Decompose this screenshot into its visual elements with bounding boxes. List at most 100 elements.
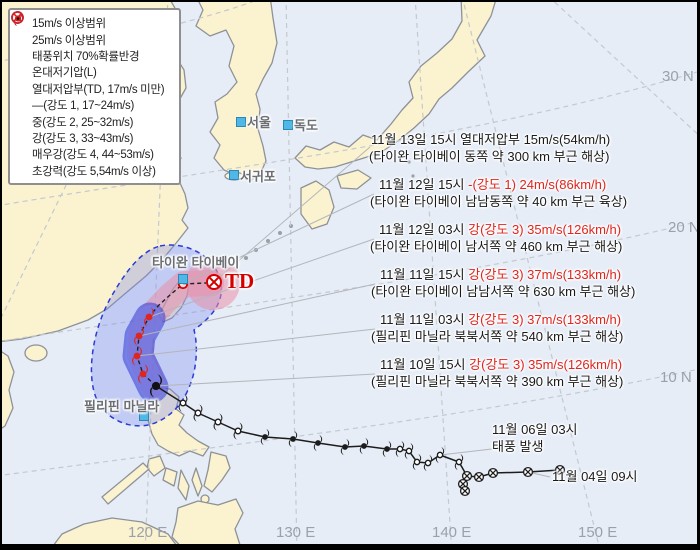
leader-lines [136, 146, 551, 478]
forecast-status: 열대저압부 15m/s(54km/h) [460, 132, 611, 147]
forecast-status: 강(강도 3) 35m/s(126km/h) [468, 222, 622, 237]
cat3-icon [14, 11, 32, 146]
frame-border [697, 0, 700, 550]
legend-item-label: 온대저기압(L) [32, 67, 97, 80]
cebu-island [191, 467, 203, 497]
legend-item: —(강도 1, 17~24m/s) [13, 10, 175, 113]
genesis-annotation: 11월 06일 03시 태풍 발생 [492, 421, 578, 455]
cat5-icon [14, 11, 32, 179]
lon-120e-label: 120 E [128, 524, 168, 541]
forecast-status: 강(강도 3) 35m/s(126km/h) [469, 357, 623, 372]
forecast-time: 11월 10일 15시 [380, 357, 466, 372]
samar-island [203, 451, 231, 493]
mindanao-island [171, 498, 244, 550]
legend-item-label: —(강도 1, 17~24m/s) [32, 100, 135, 113]
forecast-annotation: 11월 11일 03시 강(강도 3) 37m/s(133km/h) (필리핀 … [371, 311, 623, 345]
dokdo-label: 독도 [294, 118, 318, 133]
shikoku-island [336, 169, 372, 190]
legend-item: 매우강(강도 4, 44~53m/s) [14, 11, 175, 162]
korea-peninsula [195, 0, 278, 182]
forecast-annotation: 11월 12일 15시 -(강도 1) 24m/s(86km/h) (타이완 타… [370, 176, 627, 210]
legend-item-label: 중(강도 2, 25~32m/s) [32, 116, 134, 129]
kyushu-island [300, 180, 335, 230]
td-marker [206, 274, 222, 290]
vietnam-coast [0, 349, 15, 431]
seoul-label: 서울 [247, 115, 271, 130]
taipei-marker [178, 274, 188, 284]
forecast-time: 11월 13일 15시 [371, 132, 457, 147]
legend-item-label: 매우강(강도 4, 44~53m/s) [32, 149, 154, 162]
legend-item-label: 초강력(강도 5,54m/s 이상) [32, 165, 156, 178]
td-icon [11, 11, 32, 97]
frame-border [0, 0, 2, 550]
lat-20n-label: 20 N [668, 219, 700, 236]
panay-island [162, 467, 178, 487]
forecast-annotation: 11월 12일 03시 강(강도 3) 35m/s(126km/h) (타이완 … [370, 221, 622, 255]
forecast-location: (타이완 타이베이 동쪽 약 300 km 부근 해상) [369, 149, 610, 164]
forecast-location: (필리핀 마닐라 북북서쪽 약 390 km 부근 해상) [371, 374, 624, 389]
lat-30n-label: 30 N [662, 68, 694, 85]
legend-item: 열대저압부(TD, 17m/s 미만) [11, 11, 175, 97]
forecast-annotation: 11월 10일 15시 강(강도 3) 35m/s(126km/h) (필리핀 … [371, 356, 623, 390]
core-25ms [122, 302, 169, 403]
taipei-label: 타이완 타이베이 [152, 255, 240, 270]
track-start-time: 11월 04일 09시 [552, 469, 638, 484]
forecast-location: (타이완 타이베이 남서쪽 약 460 km 부근 해상) [370, 239, 623, 254]
past-track [155, 385, 566, 497]
legend-item-label: 15m/s 이상범위 [32, 18, 106, 31]
forecast-time: 11월 12일 15시 [379, 177, 465, 192]
forecast-annotation: 11월 13일 15시 열대저압부 15m/s(54km/h) (타이완 타이베… [369, 131, 610, 165]
cat4-icon [14, 11, 32, 162]
forecast-location: (필리핀 마닐라 북북서쪽 약 540 km 부근 해상) [371, 329, 624, 344]
cat1-icon [13, 10, 32, 113]
legend-item: 온대저기압(L) [11, 11, 175, 80]
legend-item: 25m/s 이상범위 [11, 11, 175, 48]
frame-border [0, 0, 700, 2]
forecast-status: 강(강도 3) 37m/s(133km/h) [468, 312, 622, 327]
forecast-time: 11월 11일 15시 [380, 267, 465, 282]
honshu-island [294, 0, 497, 170]
lon-140e-label: 140 E [432, 524, 472, 541]
legend-item: 태풍위치 70%확률반경 [11, 11, 175, 64]
forecast-status: 강(강도 3) 37m/s(133km/h) [468, 267, 622, 282]
negros-island [177, 469, 190, 501]
frame-border [0, 544, 700, 550]
forecast-track [132, 274, 222, 398]
seogwipo-label: 서귀포 [240, 169, 276, 184]
mindoro-island [146, 455, 166, 477]
td-text: TD [225, 269, 255, 293]
forecast-time: 11월 11일 03시 [380, 312, 465, 327]
genesis-label: 태풍 발생 [492, 439, 544, 454]
range-25ms-icon [11, 11, 32, 48]
forecast-time: 11월 12일 03시 [379, 222, 465, 237]
extratropical-icon [11, 11, 32, 80]
manila-label: 필리핀 마닐라 [84, 399, 160, 414]
legend-item-label: 열대저압부(TD, 17m/s 미만) [32, 83, 165, 96]
forecast-location: (타이완 타이베이 남남서쪽 약 630 km 부근 해상) [371, 284, 636, 299]
legend-item-label: 강(강도 3, 33~43m/s) [32, 132, 134, 145]
lon-130e-label: 130 E [276, 524, 316, 541]
track-start-annotation: 11월 04일 09시 [552, 468, 638, 485]
legend-item: 중(강도 2, 25~32m/s) [13, 10, 175, 130]
hainan-island [24, 344, 48, 362]
lon-150e-label: 150 E [578, 524, 618, 541]
dokdo-marker [283, 120, 293, 130]
palawan-island [101, 462, 150, 505]
legend-panel: 15m/s 이상범위 25m/s 이상범위 태풍위치 70%확률반경 온대저기압… [8, 8, 181, 185]
seoul-marker [236, 117, 246, 127]
legend-item-label: 태풍위치 70%확률반경 [32, 50, 140, 63]
forecast-annotation: 11월 11일 15시 강(강도 3) 37m/s(133km/h) (타이완 … [371, 266, 635, 300]
prob-70-icon [11, 11, 32, 64]
forecast-status: -(강도 1) 24m/s(86km/h) [468, 177, 607, 192]
legend-item: 15m/s 이상범위 [11, 11, 175, 31]
lat-10n-label: 10 N [660, 369, 692, 386]
legend-item: 초강력(강도 5,54m/s 이상) [14, 11, 175, 179]
seogwipo-marker [229, 170, 239, 180]
legend-item-label: 25m/s 이상범위 [32, 34, 106, 47]
cat2-icon [13, 10, 32, 130]
forecast-location: (타이완 타이베이 남남동쪽 약 40 km 부근 육상) [370, 194, 628, 209]
manila-marker [139, 411, 149, 421]
genesis-time: 11월 06일 03시 [492, 422, 578, 437]
legend-item: 강(강도 3, 33~43m/s) [14, 11, 175, 146]
